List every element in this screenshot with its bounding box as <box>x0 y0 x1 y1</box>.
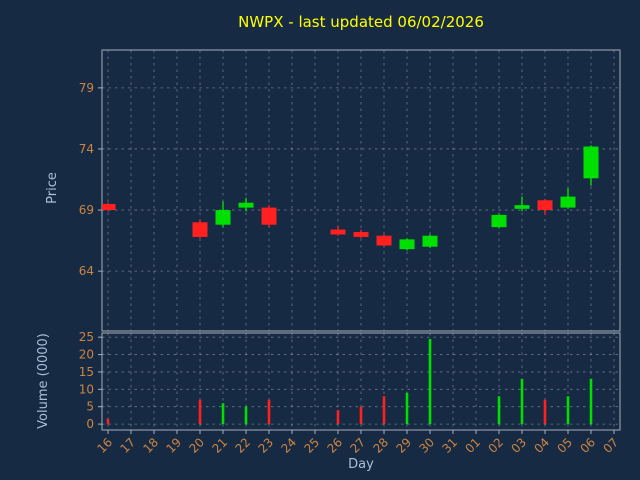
chart-title: NWPX - last updated 06/02/2026 <box>238 13 484 31</box>
volume-bar <box>543 399 547 425</box>
candles <box>102 145 599 251</box>
x-tick-label: 17 <box>117 435 138 456</box>
y-tick-label: 15 <box>79 365 94 379</box>
x-axis-label: Day <box>348 457 374 472</box>
x-tick-label: 21 <box>209 435 230 456</box>
x-tick-label: 06 <box>577 435 598 456</box>
x-tick-label: 26 <box>324 435 345 456</box>
x-tick-label: 18 <box>140 435 161 456</box>
volume-bar <box>198 399 202 425</box>
x-tick-label: 27 <box>347 435 368 456</box>
volume-bar <box>267 399 271 425</box>
y-tick-label: 74 <box>79 142 94 156</box>
y-tick-label: 69 <box>79 203 94 217</box>
candle-body <box>102 203 116 211</box>
x-tick-label: 22 <box>232 435 253 456</box>
price-axis-label: Price <box>45 172 60 204</box>
x-tick-label: 04 <box>531 435 552 456</box>
x-tick-label: 02 <box>485 435 506 456</box>
y-tick-label: 79 <box>79 81 94 95</box>
x-tick-label: 16 <box>94 435 115 456</box>
x-tick-label: 30 <box>416 435 437 456</box>
candle-body <box>537 200 553 211</box>
volume-bar <box>221 403 225 425</box>
x-tick-label: 28 <box>370 435 391 456</box>
y-tick-label: 25 <box>79 330 94 344</box>
candle-body <box>215 210 231 225</box>
volume-bar <box>336 410 340 425</box>
y-tick-label: 0 <box>86 417 94 431</box>
y-tick-label: 64 <box>79 264 94 278</box>
y-tick-label: 5 <box>86 400 94 414</box>
x-tick-label: 23 <box>255 435 276 456</box>
candle-body <box>560 196 576 208</box>
panel-axes: 64 69 74 79 <box>79 49 621 332</box>
candle-body <box>192 222 208 237</box>
x-tick-label: 29 <box>393 435 414 456</box>
candle-body <box>353 232 369 237</box>
volume-bar <box>359 406 363 425</box>
candle-body <box>238 202 254 208</box>
candle-body <box>330 229 346 235</box>
x-tick-label: 31 <box>439 435 460 456</box>
candle-body <box>422 235 438 247</box>
x-tick-label: 20 <box>186 435 207 456</box>
y-tick-label: 10 <box>79 382 94 396</box>
volume-bar <box>428 338 432 425</box>
volume-bar <box>244 406 248 425</box>
candle-body <box>399 239 415 250</box>
volume-bars <box>106 338 593 425</box>
volume-axis-label: Volume (0000) <box>36 333 51 429</box>
volume-bar <box>589 378 593 425</box>
panel-spine <box>101 49 621 332</box>
x-tick-label: 03 <box>508 435 529 456</box>
candle-body <box>583 146 599 179</box>
volume-bar <box>497 396 501 425</box>
x-tick-label: 01 <box>462 435 483 456</box>
volume-bar <box>382 396 386 425</box>
x-tick-label: 07 <box>600 435 621 456</box>
candle-body <box>261 207 277 225</box>
volume-bar <box>566 396 570 425</box>
candle-body <box>491 214 507 228</box>
y-tick-label: 20 <box>79 348 94 362</box>
candle-body <box>514 205 530 209</box>
volume-bar <box>520 378 524 425</box>
volume-bar <box>405 392 409 425</box>
candle-body <box>376 235 392 246</box>
x-tick-label: 05 <box>554 435 575 456</box>
volume-bar <box>106 418 110 425</box>
panel-axes: 0 5 10 15 20 25 <box>79 330 621 431</box>
x-tick-label: 19 <box>163 435 184 456</box>
x-tick-label: 25 <box>301 435 322 456</box>
x-tick-label: 24 <box>278 435 299 456</box>
